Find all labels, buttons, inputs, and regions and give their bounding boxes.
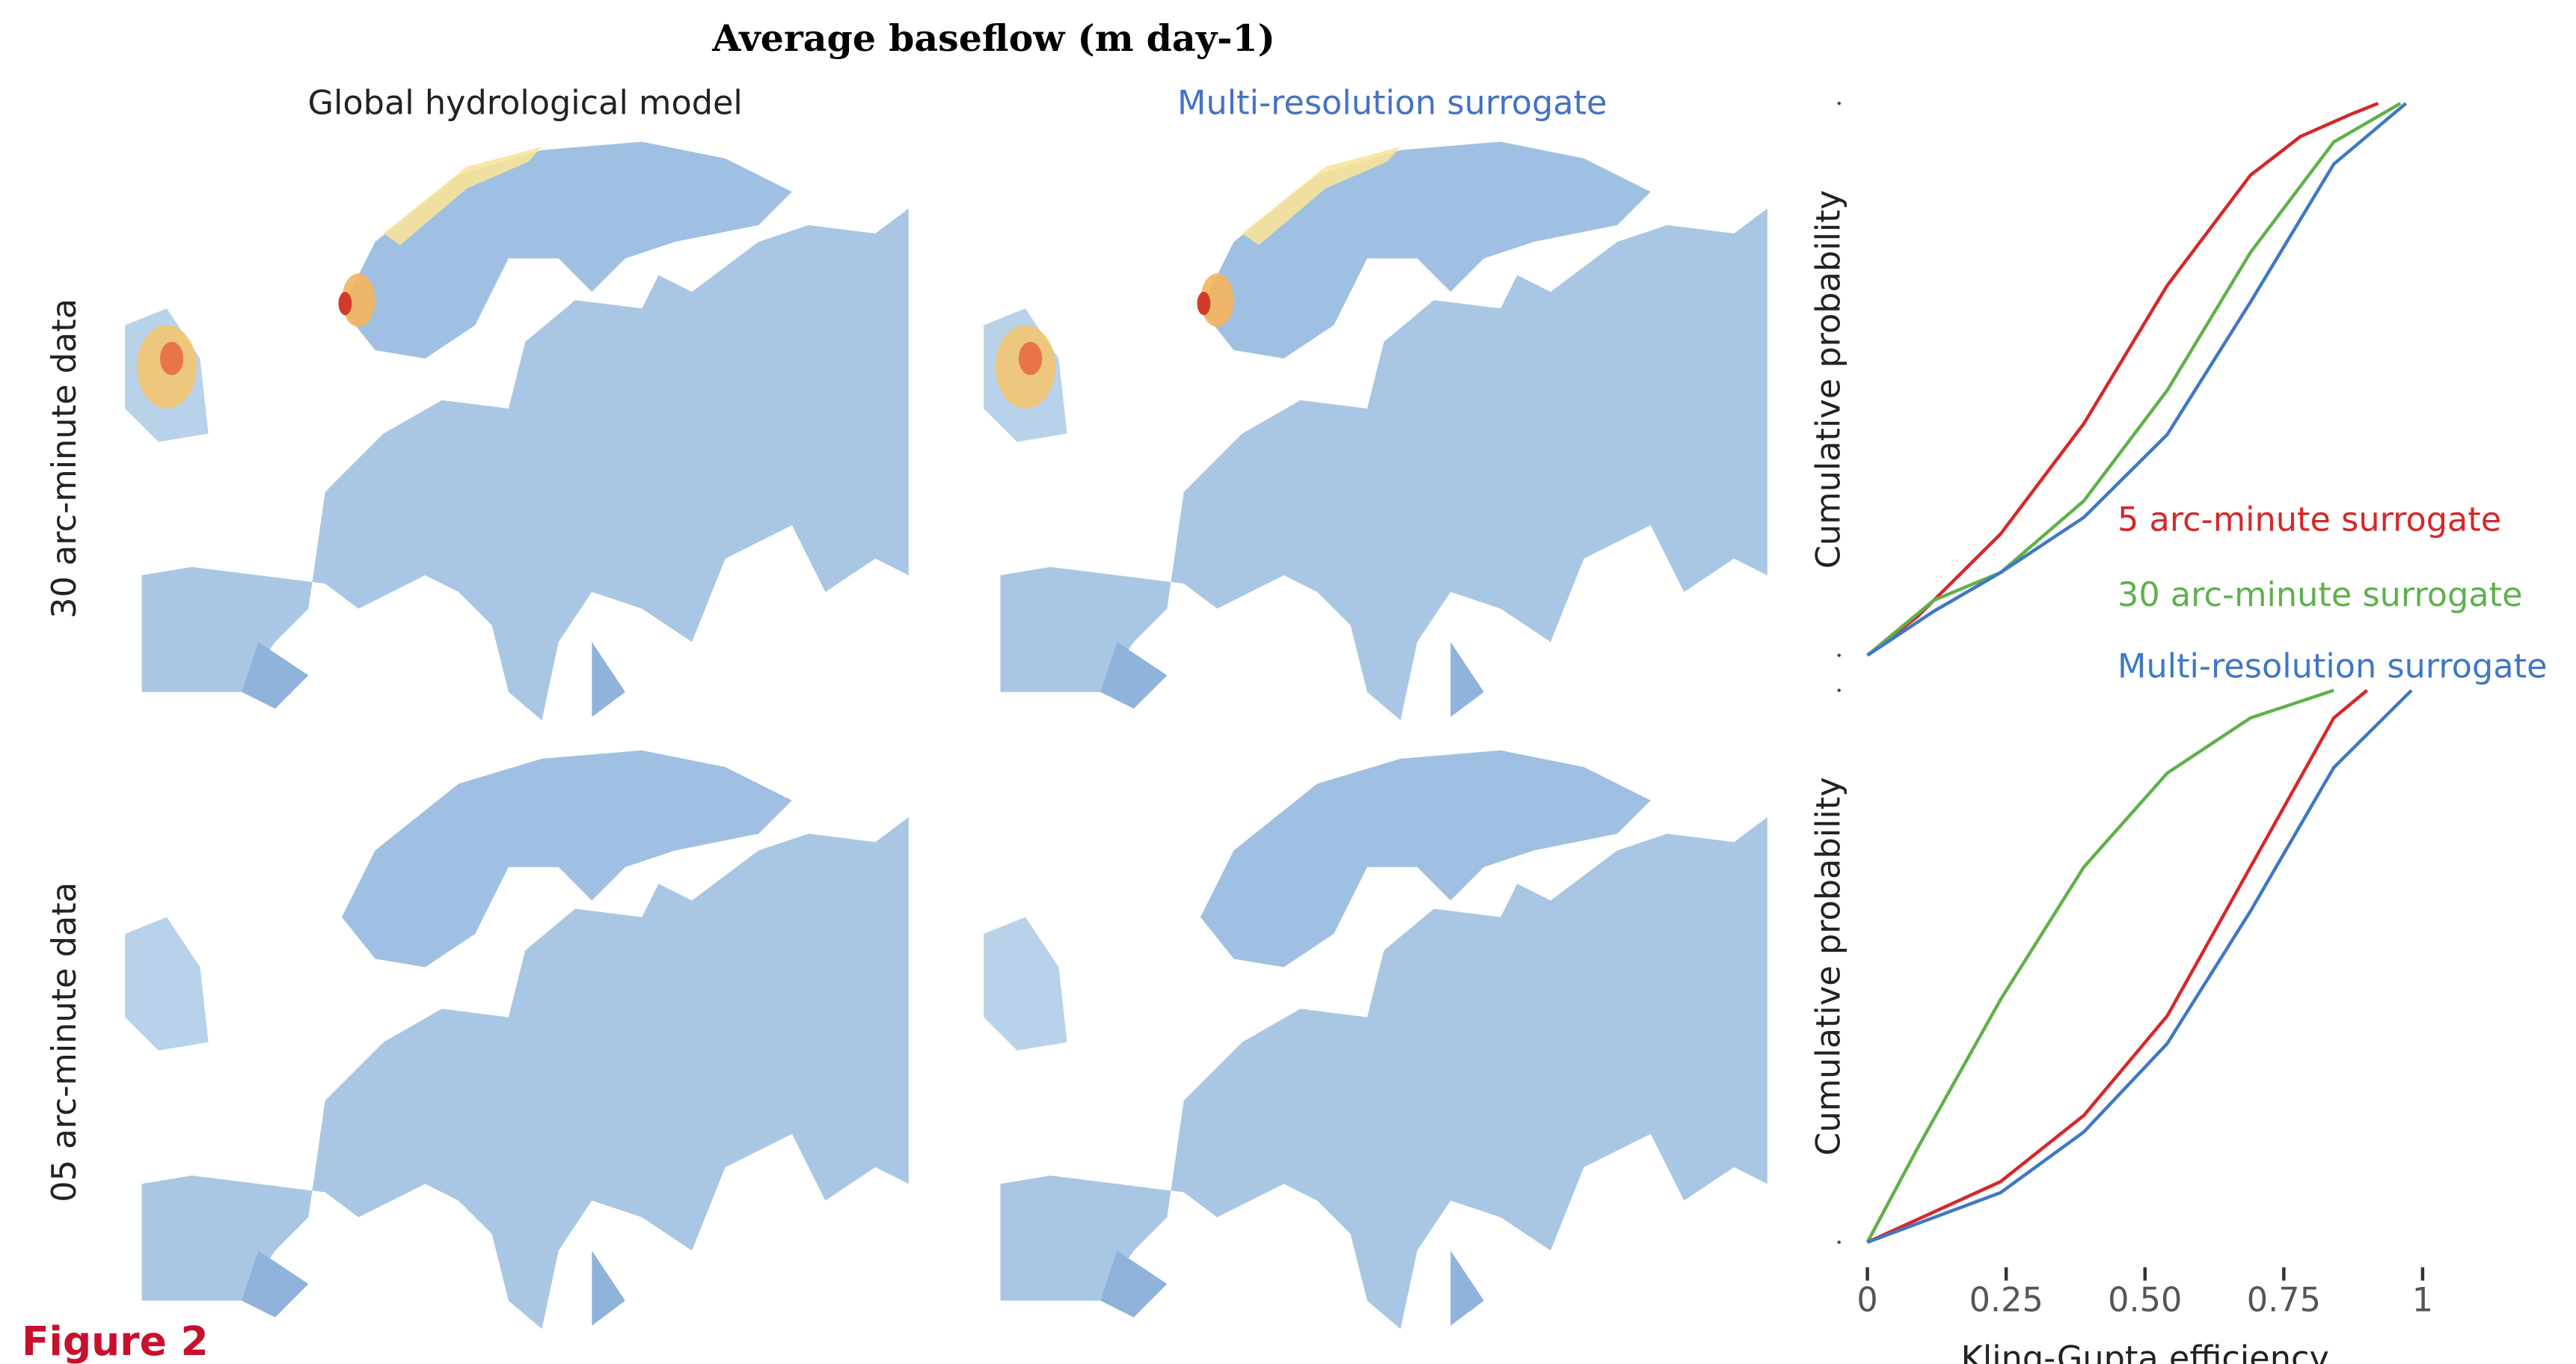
figure-label: Figure 2 [22,1318,209,1364]
column-label: Global hydrological model [308,83,743,122]
figure-title: Average baseflow (m day-1) [711,16,1275,60]
y-axis-label: Cumulative probability [1809,777,1848,1155]
cdf-line [1868,691,2334,1243]
row-label: 05 arc-minute data [45,882,84,1202]
cdf-line [1868,691,2367,1243]
map-panel [984,141,1767,720]
x-tick-label: 0.50 [2108,1281,2182,1320]
x-axis-label: Kling-Gupta efficiency [1961,1339,2329,1364]
legend-entry: 30 arc-minute surrogate [2117,575,2523,614]
map-panel [125,750,909,1329]
map-panel [984,750,1767,1329]
axis-end-dot [1837,654,1840,657]
map-panel [125,141,909,720]
x-tick-label: 0.25 [1969,1281,2043,1320]
cdf-line [1868,691,2411,1243]
figure: Average baseflow (m day-1) Global hydrol… [0,0,2576,1364]
x-tick-label: 0.75 [2247,1281,2321,1320]
x-tick-label: 0 [1856,1281,1877,1320]
axis-end-dot [1837,102,1840,105]
legend-entry: 5 arc-minute surrogate [2117,501,2501,539]
row-label: 30 arc-minute data [45,299,84,619]
axis-end-dot [1837,1241,1840,1244]
column-label: Multi-resolution surrogate [1177,83,1607,122]
axis-end-dot [1837,688,1840,691]
cdf-line [1868,103,2406,655]
legend-entry: Multi-resolution surrogate [2117,647,2548,686]
y-axis-label: Cumulative probability [1809,190,1848,569]
x-tick-label: 1 [2412,1281,2433,1320]
